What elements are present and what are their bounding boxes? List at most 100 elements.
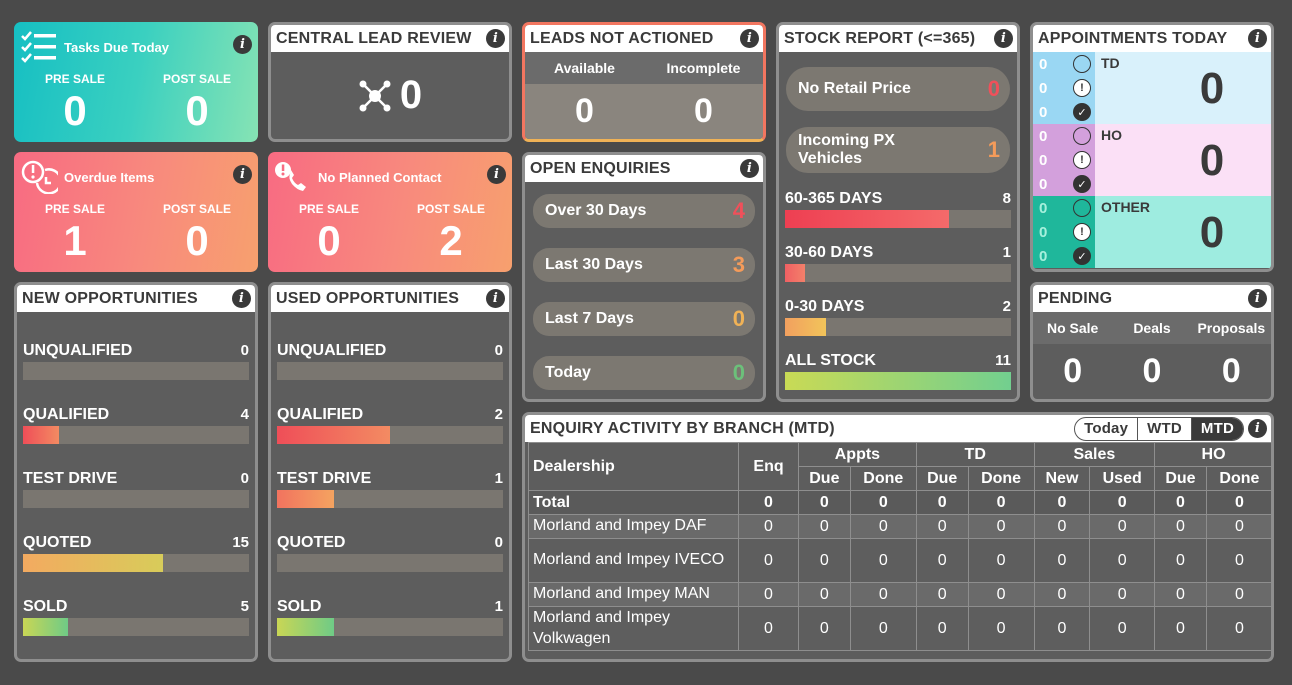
table-cell: 0 <box>1089 538 1156 583</box>
stock-report-panel[interactable]: STOCK REPORT (<=365) i No Retail Price 0 I… <box>776 22 1020 402</box>
opportunity-row[interactable]: SOLD 5 <box>23 598 249 636</box>
stock-bar-row[interactable]: 60-365 DAYS 8 <box>785 190 1011 228</box>
available-label: Available <box>554 60 615 76</box>
no-planned-contact-card[interactable]: No Planned Contact i PRE SALE 0 POST SAL… <box>268 152 512 272</box>
open-enquiry-label: Today <box>545 364 591 381</box>
opportunity-row[interactable]: QUOTED 0 <box>277 534 503 572</box>
panel-title: NEW OPPORTUNITIES <box>22 289 198 307</box>
total-cell: 0 <box>1154 490 1207 515</box>
info-icon[interactable]: i <box>1248 29 1267 48</box>
open-enquiry-item[interactable]: Today 0 <box>533 356 755 390</box>
new-opportunities-panel[interactable]: NEW OPPORTUNITIES i UNQUALIFIED 0 QUALIFIE… <box>14 282 258 662</box>
info-icon[interactable]: i <box>486 29 505 48</box>
sub-header-0[interactable]: Due <box>798 466 851 491</box>
panel-title: CENTRAL LEAD REVIEW <box>276 29 472 47</box>
appointment-count: 0 <box>1039 79 1048 97</box>
appointment-row[interactable]: 0 0! 0 ✓ TD 0 <box>1033 52 1271 124</box>
opportunity-value: 1 <box>494 598 503 615</box>
period-option-mtd[interactable]: MTD <box>1191 417 1243 440</box>
leads-not-actioned-panel[interactable]: LEADS NOT ACTIONED i Available Incomplet… <box>522 22 766 142</box>
opportunity-row[interactable]: UNQUALIFIED 0 <box>277 342 503 380</box>
total-cell: 0 <box>1205 490 1271 515</box>
info-icon[interactable]: i <box>232 289 251 308</box>
proposals-value[interactable]: 0 <box>1221 352 1241 390</box>
opportunity-row[interactable]: UNQUALIFIED 0 <box>23 342 249 380</box>
stock-bar-row[interactable]: 30-60 DAYS 1 <box>785 244 1011 282</box>
opportunity-row[interactable]: SOLD 1 <box>277 598 503 636</box>
enquiry-activity-panel[interactable]: ENQUIRY ACTIVITY BY BRANCH (MTD) Today WT… <box>522 412 1274 662</box>
opportunity-row[interactable]: QUALIFIED 2 <box>277 406 503 444</box>
info-icon[interactable]: i <box>994 29 1013 48</box>
table-row[interactable]: Morland and Impey Volkwagen 0 0 0 0 0 0 0 0 0 <box>528 606 1271 651</box>
sub-header-3[interactable]: Done <box>967 466 1035 491</box>
sub-header-7[interactable]: Done <box>1205 466 1271 491</box>
post-sale-col[interactable]: POST SALE 0 <box>136 72 258 134</box>
dealership-name: Morland and Impey MAN <box>528 582 739 607</box>
deals-value[interactable]: 0 <box>1142 352 1162 390</box>
period-option-today[interactable]: Today <box>1075 417 1139 440</box>
tasks-due-card[interactable]: Tasks Due Today i PRE SALE 0 POST SALE 0 <box>14 22 258 142</box>
opportunity-row[interactable]: TEST DRIVE 1 <box>277 470 503 508</box>
table-row[interactable]: Morland and Impey IVECO 0 0 0 0 0 0 0 0 0 <box>528 538 1271 583</box>
incomplete-value[interactable]: 0 <box>694 92 713 130</box>
post-sale-col[interactable]: POST SALE 2 <box>390 202 512 264</box>
info-icon[interactable]: i <box>740 29 759 48</box>
opportunity-row[interactable]: QUOTED 15 <box>23 534 249 572</box>
sub-header-6[interactable]: Due <box>1154 466 1207 491</box>
post-sale-col[interactable]: POST SALE 0 <box>136 202 258 264</box>
table-cell: 0 <box>1154 514 1207 539</box>
table-cell: 0 <box>798 538 851 583</box>
opportunity-row[interactable]: QUALIFIED 4 <box>23 406 249 444</box>
table-row[interactable]: Morland and Impey MAN 0 0 0 0 0 0 0 0 0 <box>528 582 1271 607</box>
used-opportunities-panel[interactable]: USED OPPORTUNITIES i UNQUALIFIED 0 QUALIFI… <box>268 282 512 662</box>
table-cell: 0 <box>849 582 917 607</box>
check-circle-icon: ✓ <box>1073 175 1091 193</box>
appointments-today-panel[interactable]: APPOINTMENTS TODAY i 0 0! 0 ✓ TD 0 0 0! 0 ✓ HO 0 0 0!… <box>1030 22 1274 272</box>
stock-pill-value: 1 <box>987 136 1000 162</box>
info-icon[interactable]: i <box>1248 419 1267 438</box>
open-enquiry-item[interactable]: Over 30 Days 4 <box>533 194 755 228</box>
info-icon[interactable]: i <box>233 35 252 54</box>
table-cell: 0 <box>915 606 969 651</box>
sub-header-1[interactable]: Done <box>849 466 917 491</box>
info-icon[interactable]: i <box>1248 289 1267 308</box>
stock-bar-row[interactable]: ALL STOCK 11 <box>785 352 1011 390</box>
stock-bar-fill <box>785 318 826 336</box>
pending-panel[interactable]: PENDING i No Sale Deals Proposals 0 0 0 <box>1030 282 1274 402</box>
open-enquiry-item[interactable]: Last 7 Days 0 <box>533 302 755 336</box>
no-sale-value[interactable]: 0 <box>1063 352 1083 390</box>
pre-sale-col[interactable]: PRE SALE 0 <box>268 202 390 264</box>
sub-header-4[interactable]: New <box>1033 466 1091 491</box>
stock-pill[interactable]: Incoming PX Vehicles 1 <box>786 127 1010 173</box>
open-enquiry-item[interactable]: Last 30 Days 3 <box>533 248 755 282</box>
available-value[interactable]: 0 <box>575 92 594 130</box>
stock-bar-value: 11 <box>995 352 1011 369</box>
appointment-count: 0 <box>1039 103 1048 121</box>
stock-pill[interactable]: No Retail Price 0 <box>786 67 1010 111</box>
info-icon[interactable]: i <box>487 165 506 184</box>
opportunity-value: 4 <box>240 406 249 423</box>
pre-sale-value: 0 <box>317 217 341 264</box>
info-icon[interactable]: i <box>233 165 252 184</box>
pre-sale-col[interactable]: PRE SALE 0 <box>14 72 136 134</box>
col-dealership[interactable]: Dealership <box>528 442 739 491</box>
appointment-row[interactable]: 0 0! 0 ✓ OTHER 0 <box>1033 196 1271 268</box>
table-cell: 0 <box>798 514 851 539</box>
col-enq[interactable]: Enq <box>738 442 799 491</box>
info-icon[interactable]: i <box>486 289 505 308</box>
period-option-wtd[interactable]: WTD <box>1138 417 1192 440</box>
appointment-row[interactable]: 0 0! 0 ✓ HO 0 <box>1033 124 1271 196</box>
info-icon[interactable]: i <box>740 159 759 178</box>
table-cell: 0 <box>738 538 799 583</box>
sub-header-5[interactable]: Used <box>1089 466 1156 491</box>
period-toggle: Today WTD MTD <box>1074 416 1244 441</box>
sub-header-2[interactable]: Due <box>915 466 969 491</box>
pre-sale-col[interactable]: PRE SALE 1 <box>14 202 136 264</box>
open-enquiries-panel[interactable]: OPEN ENQUIRIES i Over 30 Days 4 Last 30 Da… <box>522 152 766 402</box>
overdue-card[interactable]: Overdue Items i PRE SALE 1 POST SALE 0 <box>14 152 258 272</box>
stock-bar-track <box>785 210 1011 228</box>
stock-bar-row[interactable]: 0-30 DAYS 2 <box>785 298 1011 336</box>
table-row[interactable]: Morland and Impey DAF 0 0 0 0 0 0 0 0 0 <box>528 514 1271 539</box>
opportunity-row[interactable]: TEST DRIVE 0 <box>23 470 249 508</box>
central-lead-review-panel[interactable]: CENTRAL LEAD REVIEW i 0 <box>268 22 512 142</box>
